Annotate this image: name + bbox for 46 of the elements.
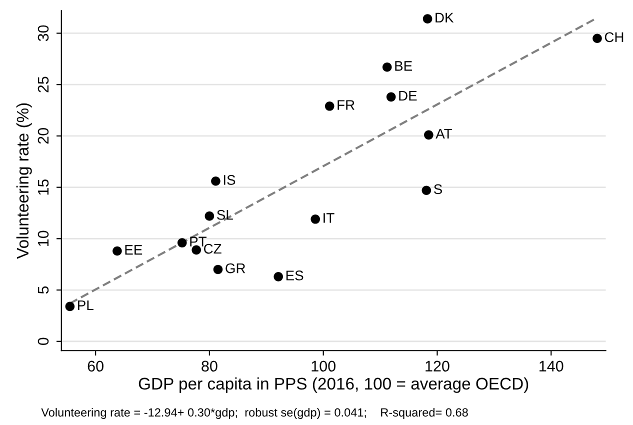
point bbox=[424, 130, 434, 140]
annotation: DE bbox=[399, 90, 417, 100]
annotation: S bbox=[434, 184, 442, 194]
annotation: CH bbox=[604, 32, 624, 42]
annotation: BE bbox=[395, 61, 412, 71]
annotation: DK bbox=[436, 12, 454, 22]
point bbox=[274, 272, 284, 282]
y-tick-label: 20 bbox=[38, 128, 49, 144]
annotation: PL bbox=[78, 300, 94, 310]
y-tick-label: 10 bbox=[38, 230, 49, 246]
x-axis-title: GDP per capita in PPS (2016, 100 = average OECD) bbox=[138, 377, 528, 393]
point bbox=[211, 176, 220, 186]
annotation: SL bbox=[217, 210, 233, 220]
point bbox=[177, 238, 187, 248]
point bbox=[310, 214, 320, 224]
annotation: GR bbox=[226, 263, 246, 274]
x-tick-label: 80 bbox=[202, 360, 218, 372]
point bbox=[112, 246, 122, 256]
text: Volunteering rate = -12.94+ 0.30*gdp; robust se(gdp) = 0.041; R-squared= 0.68 bbox=[41, 408, 468, 419]
point bbox=[213, 264, 223, 274]
annotation: CZ bbox=[204, 244, 222, 254]
point bbox=[592, 34, 602, 44]
y-tick-label: 25 bbox=[38, 76, 49, 92]
x-tick-label: 140 bbox=[540, 360, 564, 372]
y-tick-label: 0 bbox=[38, 338, 49, 346]
point bbox=[422, 186, 432, 196]
point bbox=[382, 62, 392, 72]
annotation: PT bbox=[190, 236, 206, 246]
point bbox=[204, 211, 214, 221]
annotation: ES bbox=[286, 270, 304, 280]
annotation: IS bbox=[224, 175, 236, 185]
point bbox=[386, 92, 396, 102]
y-tick-label: 15 bbox=[38, 179, 49, 195]
x-tick-label: 120 bbox=[426, 360, 450, 372]
annotation: FR bbox=[338, 100, 354, 110]
point bbox=[65, 302, 75, 312]
annotation: IT bbox=[324, 213, 334, 223]
y-axis-title: Volunteering rate (%) bbox=[16, 103, 32, 259]
y-tick-label: 30 bbox=[38, 25, 49, 42]
y-tick-label: 5 bbox=[38, 286, 49, 294]
annotation: EE bbox=[125, 245, 142, 255]
x-tick-label: 60 bbox=[88, 360, 104, 372]
point bbox=[324, 101, 334, 111]
annotation: AT bbox=[436, 128, 452, 139]
point bbox=[422, 14, 432, 24]
x-tick-label: 100 bbox=[312, 360, 336, 372]
